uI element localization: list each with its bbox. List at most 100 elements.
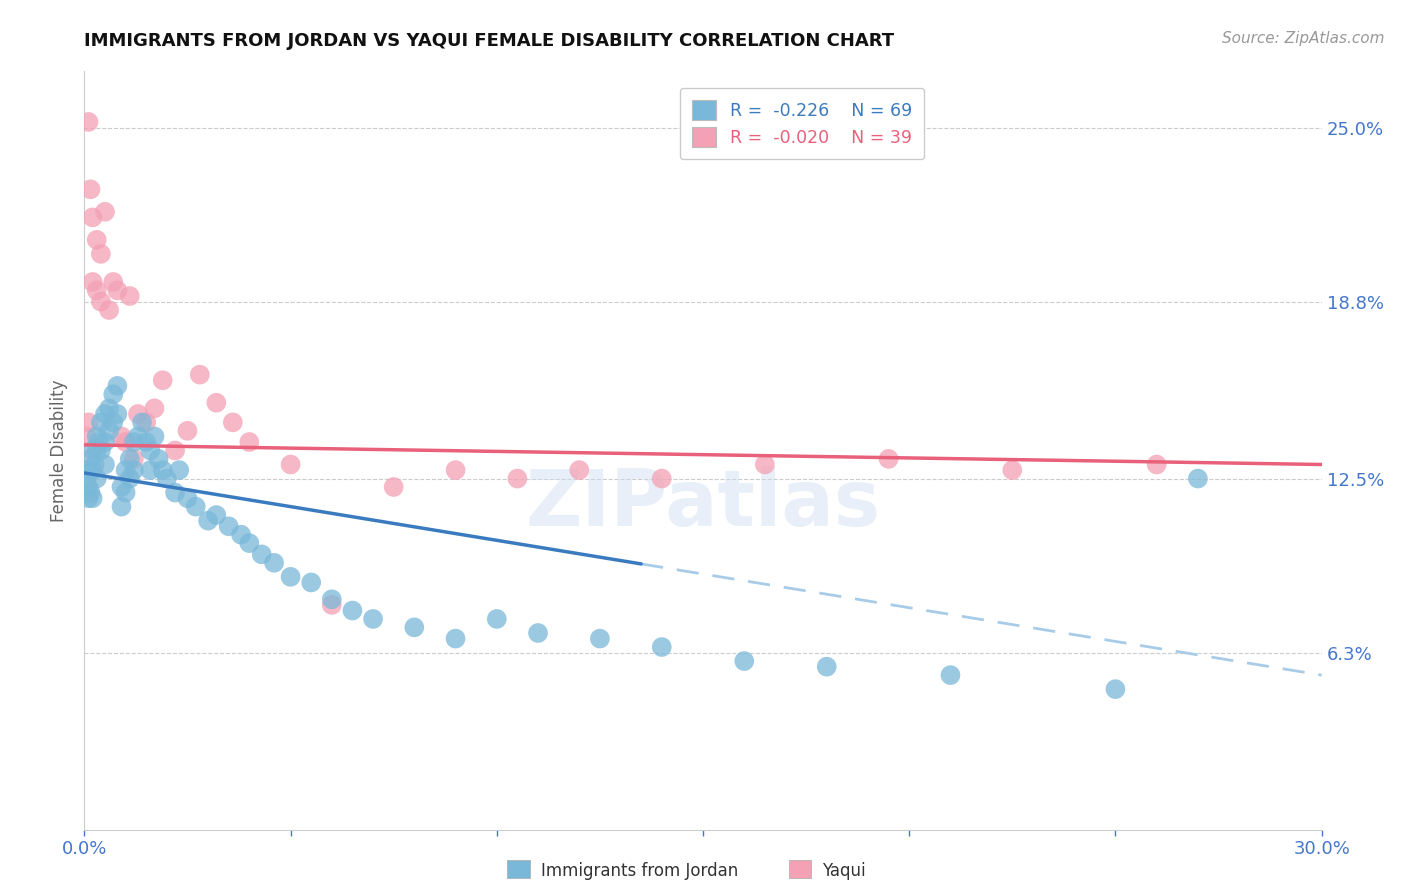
Text: Immigrants from Jordan: Immigrants from Jordan <box>541 862 738 880</box>
Point <box>815 659 838 673</box>
Point <box>1187 471 1209 485</box>
Point <box>238 536 260 550</box>
Point <box>188 368 211 382</box>
Point <box>651 471 673 485</box>
Point <box>118 451 141 466</box>
Point <box>90 416 112 430</box>
Point <box>263 556 285 570</box>
Point <box>86 429 108 443</box>
Point <box>135 435 157 450</box>
Point <box>75 429 97 443</box>
Point <box>205 395 228 409</box>
Point <box>94 458 117 472</box>
Point <box>139 443 162 458</box>
Point <box>1001 463 1024 477</box>
Point <box>222 416 245 430</box>
Point <box>382 480 405 494</box>
Text: IMMIGRANTS FROM JORDAN VS YAQUI FEMALE DISABILITY CORRELATION CHART: IMMIGRANTS FROM JORDAN VS YAQUI FEMALE D… <box>84 32 894 50</box>
Point <box>184 500 207 514</box>
Point <box>589 632 612 646</box>
Point <box>321 592 343 607</box>
Point <box>342 603 364 617</box>
Point <box>98 401 121 416</box>
Point <box>404 620 426 634</box>
Point <box>299 575 322 590</box>
Point <box>75 471 97 485</box>
Point <box>156 471 179 485</box>
Point <box>165 485 187 500</box>
Point <box>444 632 467 646</box>
Point <box>1104 682 1126 697</box>
Point <box>82 275 104 289</box>
Point <box>218 519 240 533</box>
Point <box>135 416 157 430</box>
Point <box>105 379 128 393</box>
Point <box>506 471 529 485</box>
Text: ZIPatlas: ZIPatlas <box>526 466 880 541</box>
Point <box>86 284 108 298</box>
Point <box>110 429 132 443</box>
Point <box>152 463 174 477</box>
Point <box>77 416 100 430</box>
Point <box>165 443 187 458</box>
Point <box>86 443 108 458</box>
Point <box>83 458 105 472</box>
Point <box>82 211 104 225</box>
Point <box>98 303 121 318</box>
Point <box>90 443 112 458</box>
Point <box>79 451 101 466</box>
Point <box>86 233 108 247</box>
Y-axis label: Female Disability: Female Disability <box>51 379 69 522</box>
Point <box>485 612 508 626</box>
Point <box>77 115 100 129</box>
Point <box>361 612 384 626</box>
Point <box>103 275 125 289</box>
Point <box>82 463 104 477</box>
Point <box>103 416 125 430</box>
Point <box>143 401 166 416</box>
Point <box>127 429 149 443</box>
Point <box>79 485 101 500</box>
Point <box>90 294 112 309</box>
Point <box>176 424 198 438</box>
Point <box>118 289 141 303</box>
Point <box>229 527 252 541</box>
Point <box>110 500 132 514</box>
Point <box>94 407 117 421</box>
Point <box>86 471 108 485</box>
Point <box>105 284 128 298</box>
Point <box>250 547 273 561</box>
Point <box>733 654 755 668</box>
Point <box>114 435 136 450</box>
Point <box>1146 458 1168 472</box>
Point <box>118 471 141 485</box>
Point <box>148 451 170 466</box>
Point <box>651 640 673 654</box>
Point <box>131 416 153 430</box>
Point <box>197 514 219 528</box>
Point <box>877 451 900 466</box>
Point <box>238 435 260 450</box>
Point <box>754 458 776 472</box>
Point <box>122 435 145 450</box>
Point <box>527 626 550 640</box>
Point <box>139 463 162 477</box>
Point <box>280 570 302 584</box>
Text: Yaqui: Yaqui <box>823 862 866 880</box>
Point <box>94 435 117 450</box>
Point <box>79 182 101 196</box>
Point <box>114 463 136 477</box>
Point <box>105 407 128 421</box>
Point <box>143 429 166 443</box>
Point <box>77 480 100 494</box>
Point <box>939 668 962 682</box>
Point <box>94 204 117 219</box>
Point <box>167 463 190 477</box>
Point <box>98 424 121 438</box>
Point <box>321 598 343 612</box>
Point <box>82 443 104 458</box>
Text: Source: ZipAtlas.com: Source: ZipAtlas.com <box>1222 31 1385 46</box>
Point <box>568 463 591 477</box>
Point <box>77 463 100 477</box>
Point <box>90 247 112 261</box>
